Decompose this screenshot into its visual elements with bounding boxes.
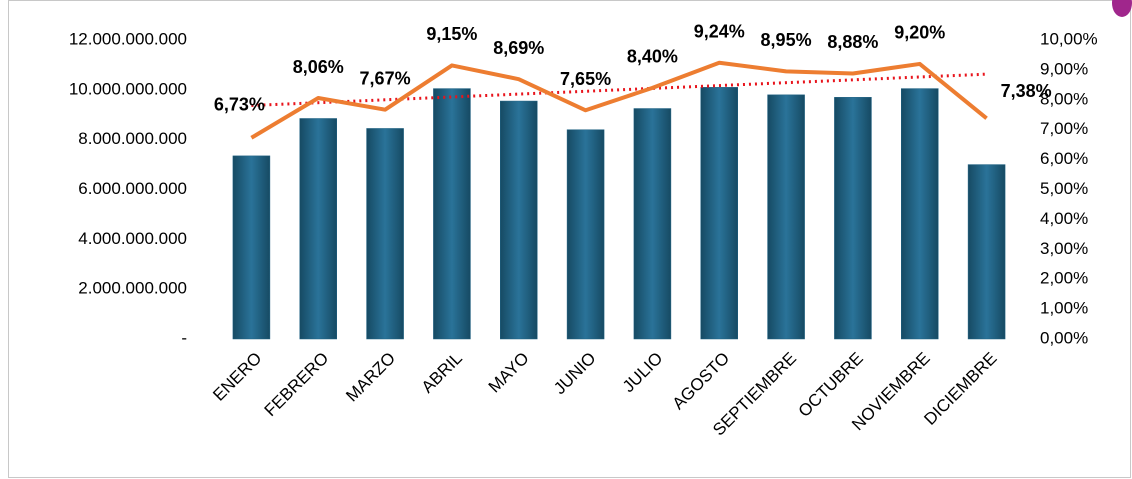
y2-tick-label: 3,00% <box>1040 239 1088 258</box>
y-tick-label: 8.000.000.000 <box>78 129 187 148</box>
y2-tick-label: 4,00% <box>1040 209 1088 228</box>
data-label: 9,20% <box>894 23 945 43</box>
bar <box>299 118 337 340</box>
data-label: 7,38% <box>1001 81 1052 101</box>
y2-tick-label: 8,00% <box>1040 89 1088 108</box>
y-tick-label: 12.000.000.000 <box>69 29 187 48</box>
line <box>250 60 988 140</box>
y2-tick-label: 10,00% <box>1040 29 1098 48</box>
data-label: 8,06% <box>293 57 344 77</box>
bar <box>700 87 738 340</box>
data-label: 8,95% <box>761 30 812 50</box>
y2-tick-label: 0,00% <box>1040 328 1088 347</box>
trendline <box>251 72 987 108</box>
y-tick-label: 2.000.000.000 <box>78 279 187 298</box>
data-label: 8,88% <box>827 32 878 52</box>
bar <box>566 129 605 340</box>
corner-decoration <box>1112 0 1132 17</box>
y-tick-label: - <box>181 328 187 347</box>
bar <box>633 108 672 340</box>
bar <box>901 88 939 340</box>
data-label: 8,40% <box>627 47 678 67</box>
y-tick-label: 6.000.000.000 <box>78 179 187 198</box>
bar <box>433 88 471 340</box>
data-label: 8,69% <box>493 38 544 58</box>
y2-tick-label: 6,00% <box>1040 149 1088 168</box>
data-label: 9,24% <box>694 21 745 41</box>
y2-tick-label: 5,00% <box>1040 179 1088 198</box>
bar <box>967 164 1006 340</box>
y2-tick-label: 7,00% <box>1040 119 1088 138</box>
bar <box>500 100 538 340</box>
y2-tick-label: 2,00% <box>1040 269 1088 288</box>
bar <box>232 155 271 340</box>
y-tick-label: 10.000.000.000 <box>69 79 187 98</box>
bar <box>366 128 404 340</box>
bar <box>767 94 805 340</box>
data-label: 7,67% <box>360 68 411 88</box>
bar <box>834 97 872 340</box>
y2-tick-label: 1,00% <box>1040 299 1088 318</box>
data-label: 7,65% <box>560 69 611 89</box>
data-label: 9,15% <box>426 24 477 44</box>
y2-tick-label: 9,00% <box>1040 59 1088 78</box>
data-label: 6,73% <box>214 95 265 115</box>
y-tick-label: 4.000.000.000 <box>78 229 187 248</box>
